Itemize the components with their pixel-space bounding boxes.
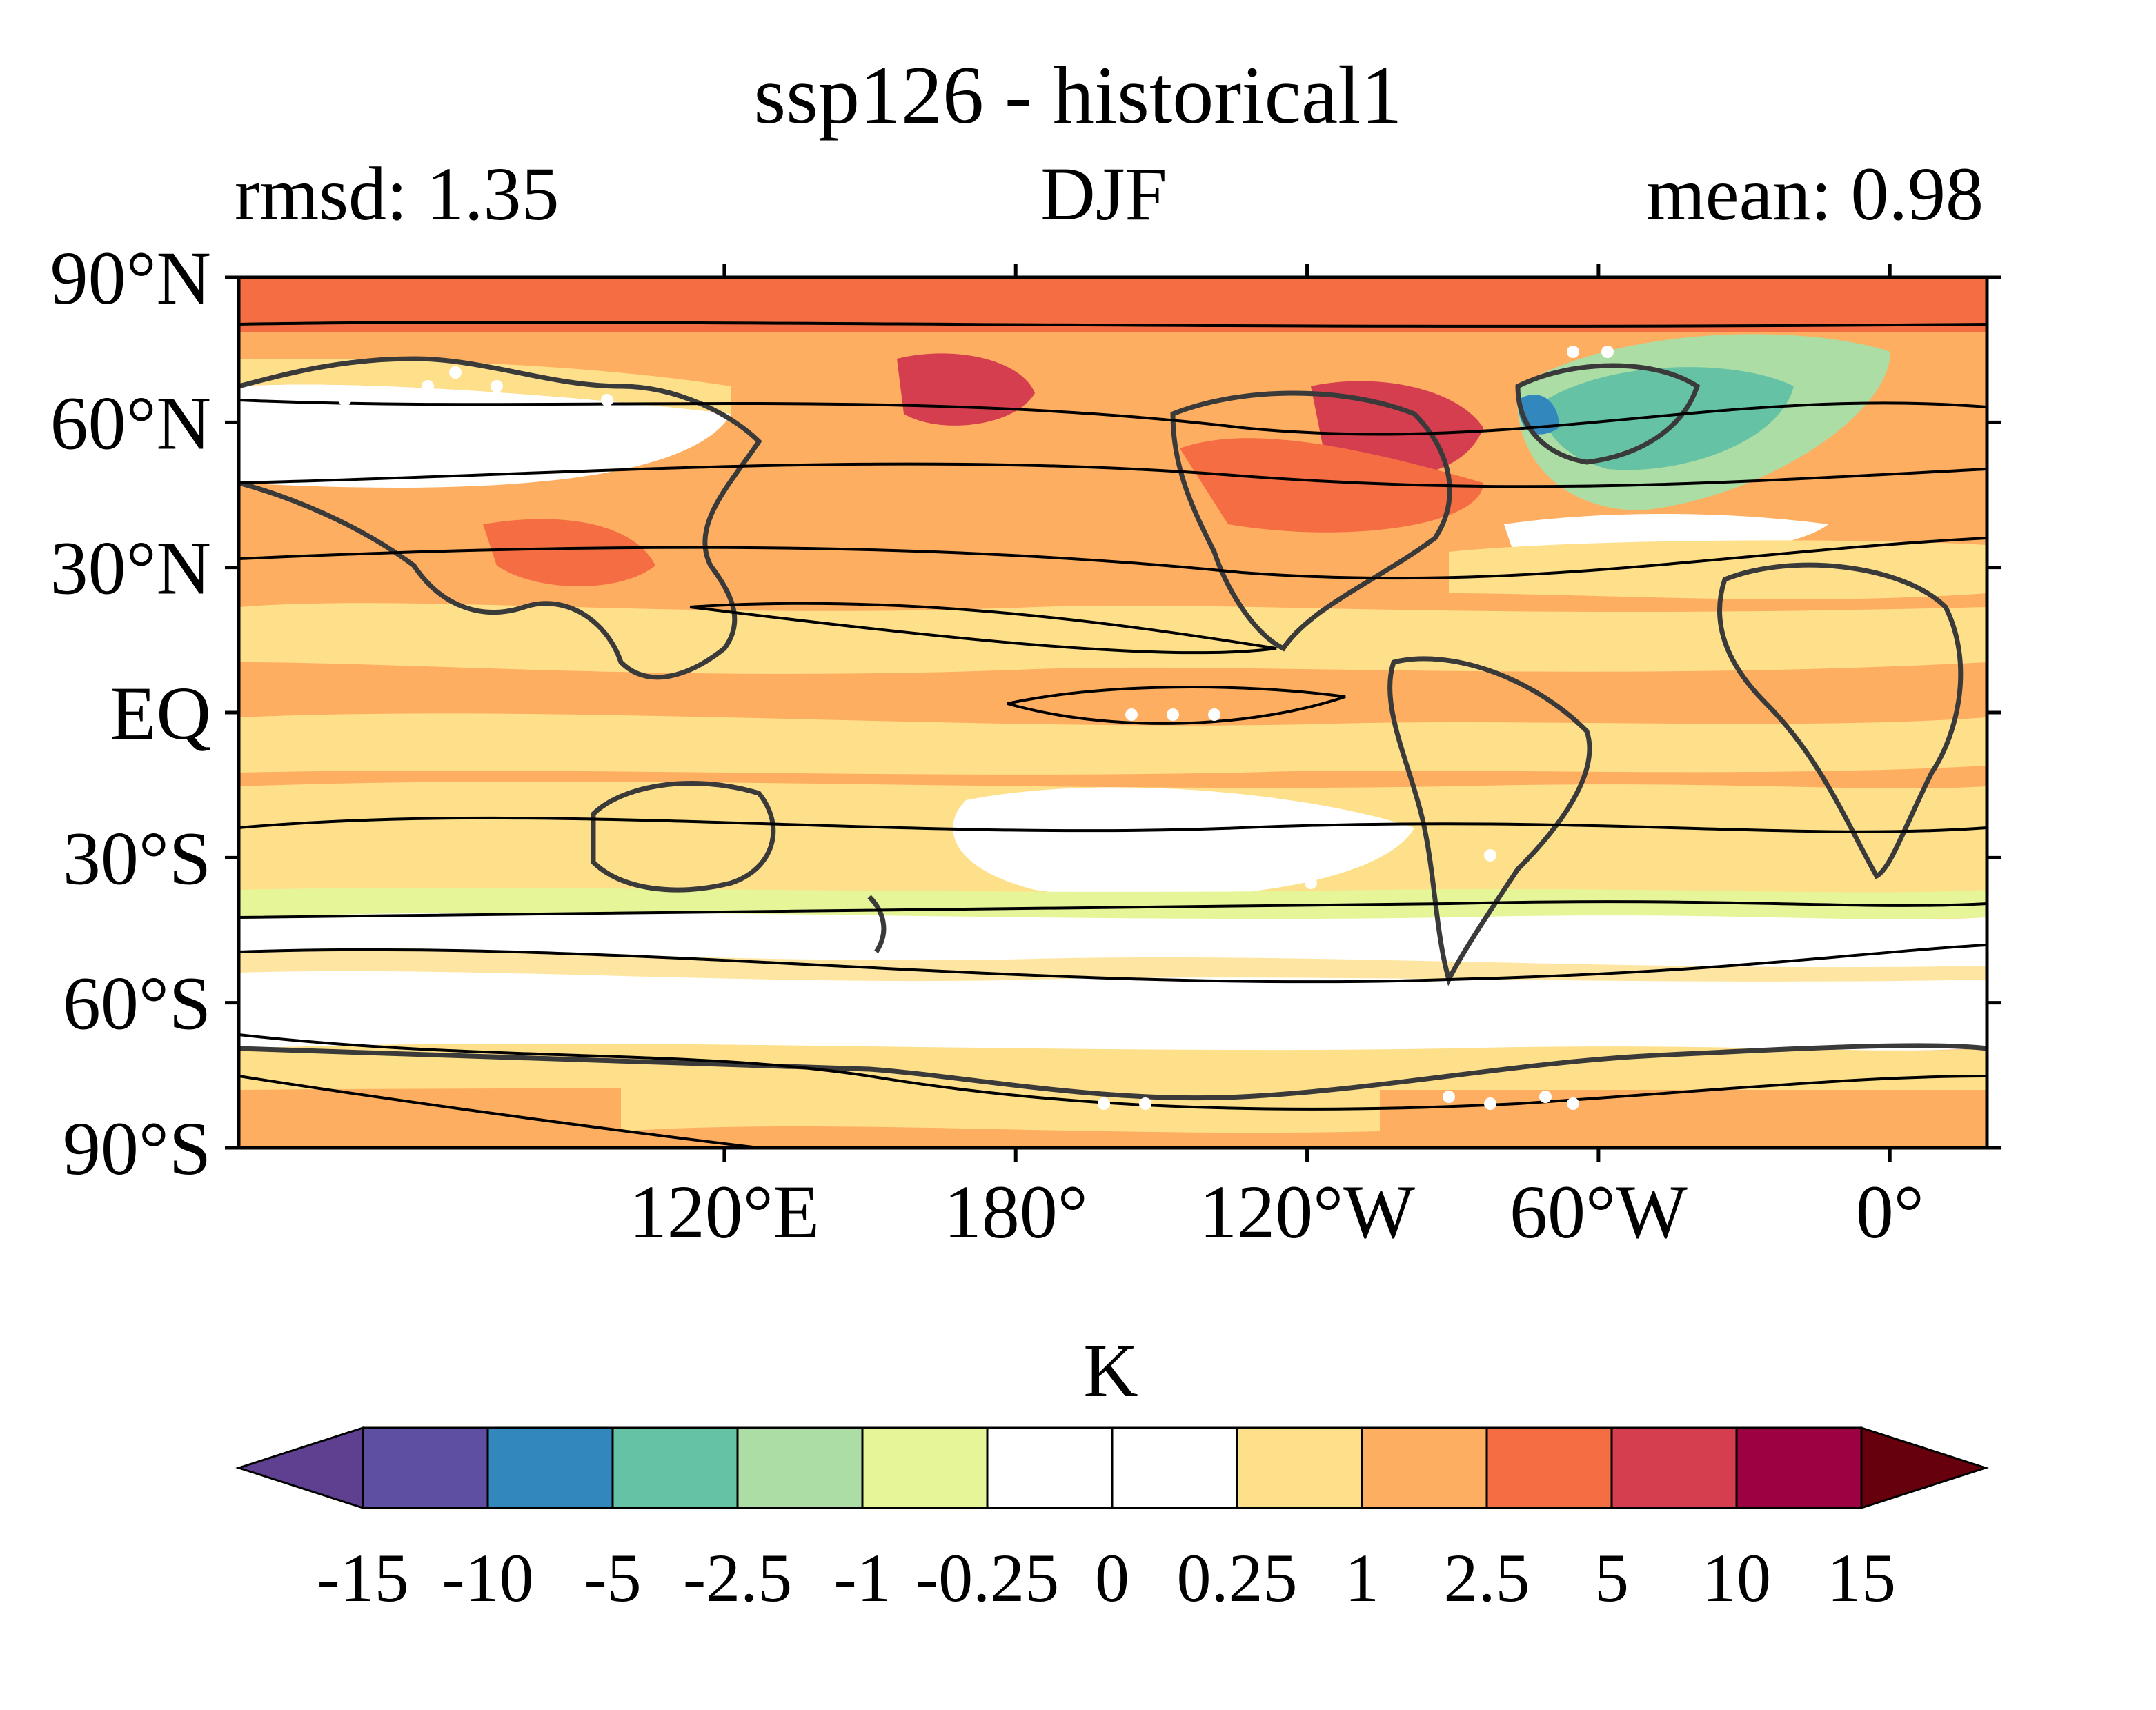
colorbar-tick-label: -0.25	[916, 1540, 1059, 1614]
map-field	[239, 277, 1987, 1148]
colorbar-tick-label: 1	[1345, 1540, 1379, 1614]
colorbar-box	[1485, 1426, 1613, 1509]
latitude-axis: 90°N 60°N 30°N EQ 30°S 60°S 90°S	[50, 236, 2001, 1191]
colorbar-extend-high	[1860, 1426, 1989, 1510]
colorbar-tick-label: -2.5	[683, 1540, 792, 1614]
significance-stippling	[270, 346, 1614, 1110]
lat-tick-label: 60°N	[50, 381, 211, 465]
map-title: ssp126 - historical1	[753, 49, 1403, 141]
colorbar-tick-label: 15	[1827, 1540, 1896, 1614]
lon-tick-label: 0°	[1856, 1170, 1924, 1242]
lon-tick-label: 120°W	[1199, 1170, 1415, 1242]
rmsd-label: rmsd: 1.35	[235, 152, 560, 236]
lon-tick-label: 180°	[944, 1170, 1088, 1242]
colorbar-box	[1111, 1426, 1238, 1509]
colorbar-box	[362, 1426, 489, 1509]
colorbar: -15 -10 -5 -2.5 -1 -0.25 0 0.25 1 2.5 5 10 15	[235, 1426, 1989, 1614]
colorbar-tick-label: 0	[1095, 1540, 1129, 1614]
colorbar-tick-label: 5	[1594, 1540, 1629, 1614]
colorbar-box	[1361, 1426, 1488, 1509]
season-label: DJF	[1040, 152, 1167, 236]
colorbar-box	[1610, 1426, 1738, 1509]
colorbar-tick-label: 0.25	[1177, 1540, 1298, 1614]
colorbar-unit: K	[1083, 1329, 1138, 1413]
lat-tick-label: 30°S	[63, 816, 211, 900]
colorbar-box	[611, 1426, 739, 1509]
longitude-axis: 120°E 180° 120°W 60°W 0°	[629, 264, 1924, 1242]
colorbar-box	[1735, 1426, 1863, 1509]
lat-tick-label: 30°N	[50, 526, 211, 610]
coastline-contours	[239, 356, 1987, 1101]
colorbar-box	[861, 1426, 989, 1509]
colorbar-box	[486, 1426, 614, 1509]
colorbar-tick-label: 2.5	[1444, 1540, 1530, 1614]
colorbar-box	[986, 1426, 1114, 1509]
colorbar-tick-label: -10	[442, 1540, 533, 1614]
colorbar-tick-label: -5	[584, 1540, 641, 1614]
colorbar-box	[1236, 1426, 1363, 1509]
colorbar-box	[736, 1426, 864, 1509]
climatology-contours	[239, 321, 1987, 1148]
lat-tick-label: 90°S	[63, 1106, 211, 1191]
lon-tick-label: 60°W	[1510, 1170, 1688, 1242]
lat-tick-label: EQ	[110, 671, 211, 755]
colorbar-tick-label: -15	[317, 1540, 408, 1614]
lat-tick-label: 60°S	[63, 962, 211, 1046]
lat-tick-label: 90°N	[50, 236, 211, 320]
mean-label: mean: 0.98	[1646, 152, 1984, 236]
colorbar-extend-low	[235, 1426, 364, 1510]
colorbar-tick-label: -1	[833, 1540, 891, 1614]
lon-tick-label: 120°E	[629, 1170, 820, 1242]
colorbar-tick-label: 10	[1702, 1540, 1771, 1614]
